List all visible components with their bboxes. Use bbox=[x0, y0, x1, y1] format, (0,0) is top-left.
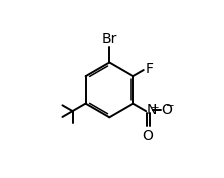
Text: −: − bbox=[166, 101, 175, 111]
Text: N: N bbox=[147, 103, 157, 117]
Text: F: F bbox=[146, 62, 154, 76]
Text: O: O bbox=[143, 129, 154, 143]
Text: O: O bbox=[161, 103, 172, 117]
Text: Br: Br bbox=[102, 32, 117, 46]
Text: +: + bbox=[151, 103, 160, 113]
